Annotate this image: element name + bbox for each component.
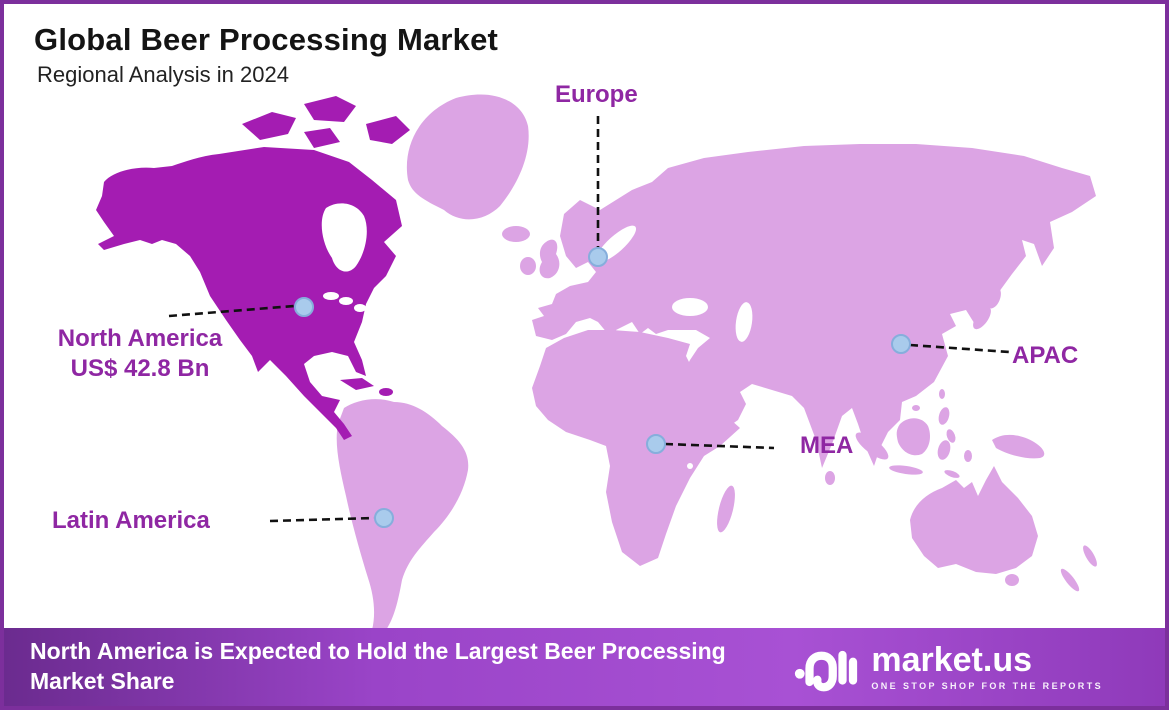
world-map xyxy=(96,94,1097,640)
map-sumatra xyxy=(855,432,889,460)
map-arctic-island-1 xyxy=(242,112,296,140)
map-borneo xyxy=(896,418,930,456)
map-cuba xyxy=(340,378,374,390)
map-africa xyxy=(532,330,740,566)
region-label-latin-america: Latin America xyxy=(52,507,210,534)
map-caspian-sea xyxy=(735,302,753,342)
marker-north-america xyxy=(294,297,314,317)
marketus-logo-icon xyxy=(795,650,858,692)
marker-mea xyxy=(646,434,666,454)
marketus-tagline: ONE STOP SHOP FOR THE REPORTS xyxy=(871,681,1103,691)
map-greenland xyxy=(406,94,529,220)
marker-apac xyxy=(891,334,911,354)
map-ireland xyxy=(520,257,536,275)
map-north-america xyxy=(96,147,402,440)
map-iceland xyxy=(502,226,530,242)
connector-apac xyxy=(909,343,1010,354)
map-great-lake-2 xyxy=(339,297,353,305)
region-label-north-america: North America US$ 42.8 Bn xyxy=(16,324,264,384)
map-taiwan xyxy=(939,389,945,399)
map-great-lake-1 xyxy=(323,292,339,300)
map-philippines-south xyxy=(946,429,956,443)
region-label-europe: Europe xyxy=(555,81,638,108)
map-south-america xyxy=(336,399,469,630)
map-new-zealand-north xyxy=(1083,545,1097,567)
header: Global Beer Processing Market Regional A… xyxy=(34,22,498,88)
map-arctic-island-3 xyxy=(366,116,410,144)
map-tasmania xyxy=(1005,574,1019,586)
map-new-zealand-south xyxy=(1060,568,1080,592)
connector-north-america xyxy=(168,304,295,318)
map-australia xyxy=(910,466,1038,574)
map-philippines-north xyxy=(938,407,950,425)
map-black-sea xyxy=(672,298,708,316)
map-great-britain xyxy=(539,239,560,279)
banner-headline: North America is Expected to Hold the La… xyxy=(30,638,726,694)
map-japan-main xyxy=(973,306,991,330)
region-label-north-america-name: North America xyxy=(57,325,223,352)
marketus-brand: market.us xyxy=(871,641,1032,679)
map-hispaniola xyxy=(379,388,393,396)
marker-latin-america xyxy=(374,508,394,528)
map-hudson-bay xyxy=(321,203,367,272)
region-label-mea: MEA xyxy=(800,432,854,459)
map-eurasia xyxy=(532,144,1096,468)
region-label-apac: APAC xyxy=(1012,342,1079,369)
map-java xyxy=(889,465,923,475)
map-arctic-island-4 xyxy=(304,128,340,148)
map-sri-lanka xyxy=(825,471,835,485)
region-label-north-america-value: US$ 42.8 Bn xyxy=(70,355,210,382)
marker-europe xyxy=(588,247,608,267)
map-new-guinea xyxy=(992,434,1045,459)
map-great-lake-3 xyxy=(354,304,366,312)
page-subtitle: Regional Analysis in 2024 xyxy=(37,61,289,87)
footer-banner: North America is Expected to Hold the La… xyxy=(4,628,1165,706)
map-madagascar xyxy=(717,485,735,533)
connector-latin-america xyxy=(269,516,375,523)
page-title: Global Beer Processing Market xyxy=(34,22,499,57)
map-hainan xyxy=(912,405,920,411)
map-lake-victoria xyxy=(687,463,693,469)
map-maluku xyxy=(964,450,972,462)
map-sulawesi xyxy=(937,440,951,460)
map-japan-north xyxy=(987,287,1001,309)
connector-mea xyxy=(664,442,775,450)
map-timor xyxy=(944,470,960,478)
marketus-logo-text: market.us ONE STOP SHOP FOR THE REPORTS xyxy=(871,643,1103,691)
map-arctic-island-2 xyxy=(304,96,356,122)
marketus-logo: market.us ONE STOP SHOP FOR THE REPORTS xyxy=(793,641,1103,693)
